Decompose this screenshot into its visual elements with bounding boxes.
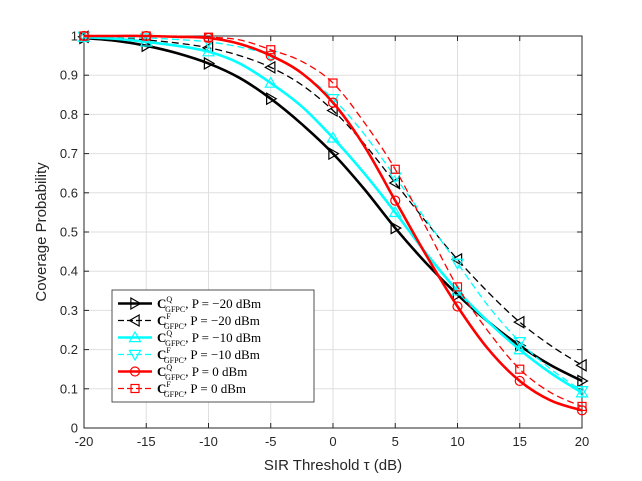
y-tick-label: 0.6 [60, 185, 78, 200]
data-point [266, 45, 276, 55]
data-point [139, 33, 153, 45]
x-tick-label: -15 [137, 434, 156, 449]
legend-label: CQ GFPC, P = −20 dBm [157, 295, 261, 314]
data-point [514, 375, 525, 387]
legend-entry: CF GFPC, P = −20 dBm [118, 312, 260, 331]
data-point [328, 147, 340, 161]
x-axis-title: SIR Threshold τ (dB) [264, 457, 402, 474]
x-tick-label: 10 [450, 434, 464, 449]
x-tick-label: 0 [329, 434, 336, 449]
data-point [328, 78, 338, 88]
legend-entry: CQ GFPC, P = 0 dBm [118, 363, 247, 382]
y-tick-label: 0 [71, 421, 78, 436]
data-point [264, 76, 278, 88]
x-tick-labels: -20 -15 -10 -5 0 5 10 15 20 [75, 434, 590, 449]
y-tick-label: 0.4 [60, 264, 78, 279]
data-point [79, 31, 89, 41]
y-tick-label: 0.7 [60, 146, 78, 161]
data-point [390, 195, 401, 206]
x-tick-label: 15 [513, 434, 527, 449]
legend-marker [129, 366, 141, 377]
y-tick-label: 0.9 [60, 68, 78, 83]
data-point [327, 97, 339, 108]
legend-marker [130, 383, 140, 394]
legend-marker [128, 349, 142, 362]
y-tick-label: 0.5 [60, 225, 78, 240]
tick-marks [83, 35, 583, 429]
data-point [577, 401, 587, 412]
legend-marker [128, 330, 142, 343]
data-point [515, 364, 525, 374]
legend-entry: CF GFPC, P = −10 dBm [118, 346, 260, 365]
data-point [450, 258, 465, 271]
legend-marker [128, 313, 140, 328]
y-axis-title: Coverage Probability [33, 162, 50, 302]
legend-box [111, 289, 315, 403]
legend-entry: CQ GFPC, P = −10 dBm [118, 329, 261, 348]
series-6 [79, 31, 587, 412]
legend-entry: CF GFPC, P = 0 dBm [118, 380, 246, 399]
data-point [141, 31, 151, 41]
data-point [513, 337, 527, 349]
legend-label: CQ GFPC, P = 0 dBm [157, 363, 247, 382]
y-tick-label: 1 [71, 29, 78, 44]
legend-label: CF GFPC, P = 0 dBm [157, 380, 246, 399]
y-tick-label: 0.3 [60, 303, 78, 318]
series-line [83, 35, 583, 394]
data-point [575, 358, 587, 372]
data-point [575, 386, 589, 398]
legend-label: CF GFPC, P = −10 dBm [157, 346, 260, 365]
data-point [266, 92, 278, 106]
data-point [513, 315, 525, 329]
data-point [326, 131, 340, 143]
legend-label: CQ GFPC, P = −10 dBm [157, 329, 261, 348]
y-tick-labels: 0 0.1 0.2 0.3 0.4 0.5 0.6 0.7 0.8 0.9 1 [60, 29, 78, 436]
series-layer [77, 30, 589, 416]
y-tick-label: 0.1 [60, 381, 78, 396]
x-tick-label: 5 [392, 434, 399, 449]
data-point [201, 44, 216, 57]
data-point [452, 282, 463, 292]
x-tick-label: 20 [575, 434, 589, 449]
data-point [265, 50, 276, 61]
series-line [84, 34, 583, 412]
legend-entry: CQ GFPC, P = −20 dBm [118, 295, 261, 314]
data-point [390, 221, 402, 235]
data-point [577, 374, 589, 388]
data-point [513, 342, 527, 355]
legend-label: CF GFPC, P = −20 dBm [157, 312, 260, 331]
y-tick-label: 0.2 [60, 342, 78, 357]
data-point [450, 284, 465, 296]
x-tick-label: -20 [75, 434, 94, 449]
data-point [139, 35, 153, 47]
data-point [390, 164, 400, 174]
data-point [452, 301, 463, 312]
data-point [203, 32, 214, 42]
series-line [84, 35, 583, 408]
data-point [264, 60, 276, 74]
legend-marker [130, 296, 142, 311]
x-tick-label: -5 [265, 434, 277, 449]
x-tick-label: -10 [199, 434, 218, 449]
data-point [326, 103, 338, 118]
series-line [83, 36, 583, 366]
data-point [203, 56, 216, 70]
data-point [388, 205, 402, 218]
y-tick-label: 0.8 [60, 107, 78, 122]
